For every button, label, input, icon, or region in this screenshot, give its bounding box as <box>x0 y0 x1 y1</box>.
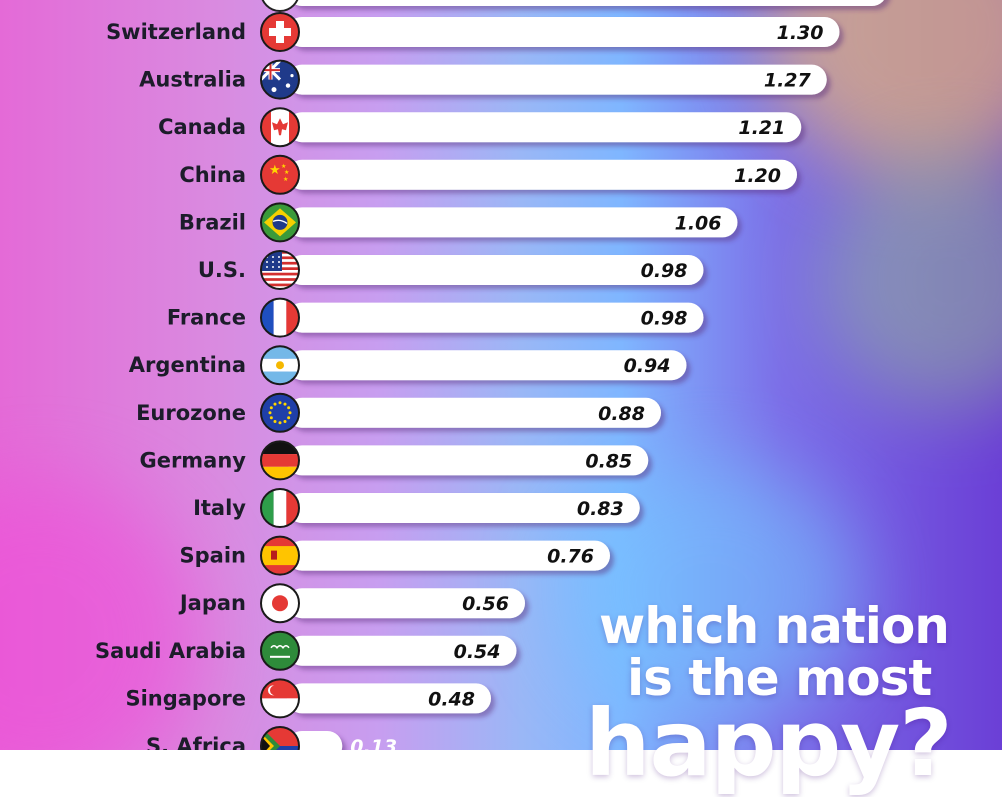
value-label: 0.48 <box>428 688 475 710</box>
bar <box>287 683 491 714</box>
switzerland-flag-icon <box>260 12 300 52</box>
bar-row: Spain 0.76 <box>180 535 610 576</box>
saudi-arabia-flag-icon <box>260 630 300 671</box>
value-label: 0.85 <box>585 450 632 472</box>
bar-row: Saudi Arabia 0.54 <box>95 630 517 671</box>
category-label: Argentina <box>129 353 246 377</box>
bar <box>287 64 827 95</box>
value-label: 0.13 <box>350 736 397 750</box>
category-label: Singapore <box>125 686 246 710</box>
bar-row: Singapore 0.48 <box>125 678 491 719</box>
category-label: Canada <box>158 115 246 139</box>
bar-row: Germany 0.85 <box>139 440 649 481</box>
bar-row: Italy 0.83 <box>193 488 640 528</box>
value-label: 0.88 <box>598 403 645 425</box>
bar-row: Australia 1.27 <box>139 59 827 100</box>
bar <box>287 445 649 476</box>
category-label: Australia <box>139 68 246 92</box>
headline-line-2: is the most <box>627 649 932 707</box>
value-label: 0.98 <box>641 260 688 282</box>
value-label: 1.30 <box>777 22 824 44</box>
bar-row: Canada 1.21 <box>158 107 802 148</box>
france-flag-icon <box>260 297 300 338</box>
bar-row: Brazil 1.06 <box>179 202 738 243</box>
value-label: 0.56 <box>462 593 509 615</box>
bar <box>287 112 802 143</box>
bar <box>287 255 704 285</box>
eurozone-flag-icon <box>260 392 300 433</box>
bar <box>287 635 517 666</box>
headline-line-3: happy? <box>585 690 953 797</box>
argentina-flag-icon <box>260 345 300 386</box>
value-label: 0.54 <box>454 641 501 663</box>
value-label: 1.20 <box>734 165 781 187</box>
china-flag-icon: ★ ★★★ <box>260 154 300 195</box>
category-label: China <box>179 163 246 187</box>
south-africa-flag-icon <box>260 726 300 750</box>
category-label: Germany <box>139 448 246 472</box>
bar <box>287 540 610 571</box>
value-label: 0.98 <box>641 308 688 330</box>
bar <box>287 207 738 238</box>
japan-flag-icon <box>260 583 300 624</box>
canada-flag-icon <box>260 107 300 148</box>
bar-row: Eurozone 0.88 <box>136 392 661 433</box>
svg-text:★: ★ <box>269 163 281 178</box>
value-label: 1.06 <box>675 212 722 234</box>
brazil-flag-icon <box>260 202 300 243</box>
category-label: Saudi Arabia <box>95 639 246 663</box>
bar-row: China ★ ★★★ 1.20 <box>179 154 797 195</box>
bar <box>287 350 687 381</box>
category-label: Brazil <box>179 210 246 234</box>
value-label: 0.83 <box>577 498 624 520</box>
bar <box>287 17 840 47</box>
category-label: Italy <box>193 496 246 520</box>
germany-flag-icon <box>260 440 300 481</box>
category-label: Switzerland <box>106 20 246 44</box>
headline-line-1: which nation <box>599 597 950 655</box>
svg-text:★: ★ <box>284 169 289 176</box>
bar <box>287 397 661 428</box>
value-label: 1.27 <box>764 70 812 92</box>
spain-flag-icon <box>260 535 300 576</box>
bar <box>287 493 640 523</box>
bar-row: Argentina 0.94 <box>129 345 687 386</box>
bar <box>287 731 343 750</box>
svg-text:★: ★ <box>283 176 288 183</box>
bar-row: Japan 0.56 <box>178 583 525 624</box>
bar <box>287 159 797 190</box>
bar-row: S. Africa 0.13 <box>146 726 397 750</box>
us-flag-icon <box>260 250 300 290</box>
bar <box>287 302 704 333</box>
category-label: Spain <box>180 544 246 568</box>
category-label: Japan <box>178 591 246 615</box>
value-label: 0.94 <box>624 355 671 377</box>
bar <box>287 588 525 619</box>
category-label: S. Africa <box>146 734 246 750</box>
australia-flag-icon <box>260 59 300 100</box>
singapore-flag-icon <box>260 678 300 719</box>
svg-text:★: ★ <box>281 163 286 170</box>
bar-row: U.S. 0.98 <box>198 250 704 290</box>
bar-row: Switzerland 1.30 <box>106 12 840 52</box>
value-label: 1.21 <box>738 117 785 139</box>
value-label: 0.76 <box>547 546 594 568</box>
bar-chart: Switzerland 1.30 Australia 1.27 Canada 1.21 Ch… <box>95 0 884 750</box>
category-label: U.S. <box>198 258 246 282</box>
italy-flag-icon <box>260 488 300 528</box>
category-label: France <box>167 306 246 330</box>
category-label: Eurozone <box>136 401 246 425</box>
bar-row: France 0.98 <box>167 297 704 338</box>
